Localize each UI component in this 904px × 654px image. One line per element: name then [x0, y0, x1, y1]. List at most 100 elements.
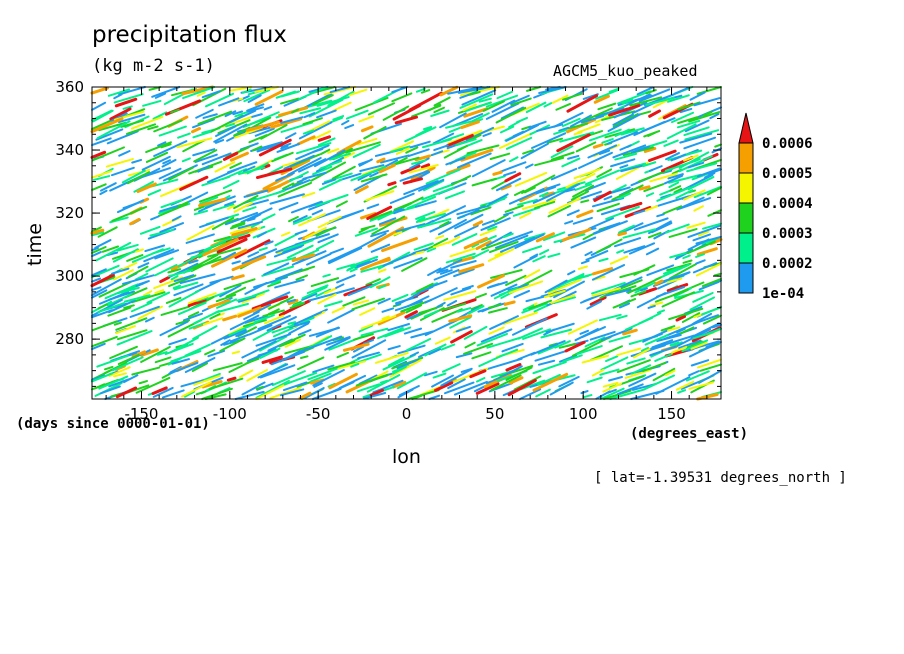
precip-streak — [471, 249, 490, 259]
precip-streak — [683, 189, 706, 201]
precip-streak — [210, 333, 231, 345]
precip-streak — [366, 203, 380, 210]
precip-streak — [311, 387, 342, 400]
precip-streak — [274, 232, 300, 247]
precip-streak — [504, 172, 522, 183]
precip-streak — [130, 301, 153, 313]
precip-streak — [351, 339, 387, 359]
precip-streak — [687, 176, 715, 191]
precip-streak — [675, 314, 687, 322]
precip-streak — [123, 294, 151, 303]
precip-streak — [91, 298, 123, 317]
precip-streak — [234, 390, 265, 400]
precip-streak — [609, 255, 629, 265]
precip-streak — [649, 172, 678, 183]
precip-streak — [638, 88, 671, 103]
precip-streak — [431, 308, 463, 323]
precip-streak — [550, 151, 575, 161]
precip-streak — [193, 374, 221, 386]
precip-streak — [312, 369, 345, 387]
precip-streak — [471, 177, 497, 187]
precip-streak — [363, 126, 387, 140]
precip-streak — [456, 152, 492, 169]
precip-streak — [91, 246, 107, 254]
precip-streak — [525, 295, 545, 303]
precip-streak — [365, 190, 395, 202]
precip-streak — [95, 241, 132, 262]
precip-streak — [485, 102, 520, 120]
precip-streak — [476, 376, 486, 383]
precip-streak — [296, 142, 332, 155]
precip-streak — [409, 140, 431, 149]
precip-streak — [201, 175, 231, 187]
precip-streak — [202, 113, 218, 119]
precip-streak — [241, 88, 252, 94]
precip-streak — [177, 301, 207, 316]
precip-streak — [632, 348, 651, 359]
precip-streak — [307, 335, 343, 350]
precip-streak — [566, 94, 599, 113]
precip-streak — [283, 154, 315, 170]
precip-streak — [433, 144, 449, 152]
precip-streak — [503, 170, 517, 177]
precip-streak — [219, 337, 246, 353]
precip-streak — [381, 315, 390, 320]
precip-streak — [620, 127, 645, 136]
precip-streak — [656, 186, 691, 202]
precip-streak — [558, 126, 570, 132]
precip-streak — [261, 355, 283, 364]
precip-streak — [157, 141, 167, 147]
precip-streak — [287, 321, 297, 325]
precip-streak — [353, 333, 374, 341]
precip-streak — [187, 249, 205, 256]
precip-streak — [390, 140, 414, 153]
precip-streak — [245, 357, 260, 365]
precip-streak — [317, 215, 342, 229]
precip-streak — [522, 149, 535, 155]
precip-streak — [256, 231, 267, 238]
precip-streak — [147, 125, 159, 131]
precip-streak — [663, 174, 684, 185]
precip-streak — [187, 292, 217, 305]
precip-streak — [197, 110, 233, 125]
precip-streak — [255, 167, 293, 180]
precip-streak — [90, 273, 115, 288]
precip-streak — [670, 111, 695, 124]
precip-streak — [278, 299, 311, 317]
precip-streak — [692, 262, 718, 274]
precip-streak — [675, 380, 695, 391]
precip-streak — [683, 136, 717, 150]
precip-streak — [562, 92, 583, 101]
precip-streak — [359, 164, 385, 173]
precip-streak — [179, 175, 209, 191]
precip-streak — [159, 222, 185, 233]
precip-streak — [330, 147, 353, 160]
precip-streak — [118, 86, 146, 96]
precip-streak — [308, 98, 344, 118]
precip-streak — [257, 363, 289, 379]
precip-streak — [303, 92, 333, 109]
precip-streak — [687, 224, 722, 239]
precip-streak — [246, 120, 280, 132]
precip-streak — [558, 342, 577, 349]
precip-streak — [561, 117, 581, 128]
precip-streak — [404, 310, 418, 319]
precip-streak — [561, 227, 592, 242]
precip-streak — [539, 249, 550, 256]
precip-streak — [676, 119, 701, 129]
precip-streak — [538, 86, 567, 94]
precip-streak — [226, 161, 258, 174]
precip-streak — [185, 233, 215, 244]
precip-streak — [188, 259, 199, 264]
precip-streak — [423, 125, 433, 131]
precip-streak — [616, 359, 651, 374]
precip-streak — [318, 178, 343, 191]
precip-streak — [576, 345, 603, 356]
precip-streak — [252, 303, 272, 315]
precip-streak — [553, 129, 567, 135]
precip-streak — [669, 341, 680, 347]
precip-streak — [450, 330, 473, 344]
precip-streak — [133, 180, 154, 193]
precip-streak — [432, 372, 447, 379]
precip-streak — [253, 314, 275, 324]
